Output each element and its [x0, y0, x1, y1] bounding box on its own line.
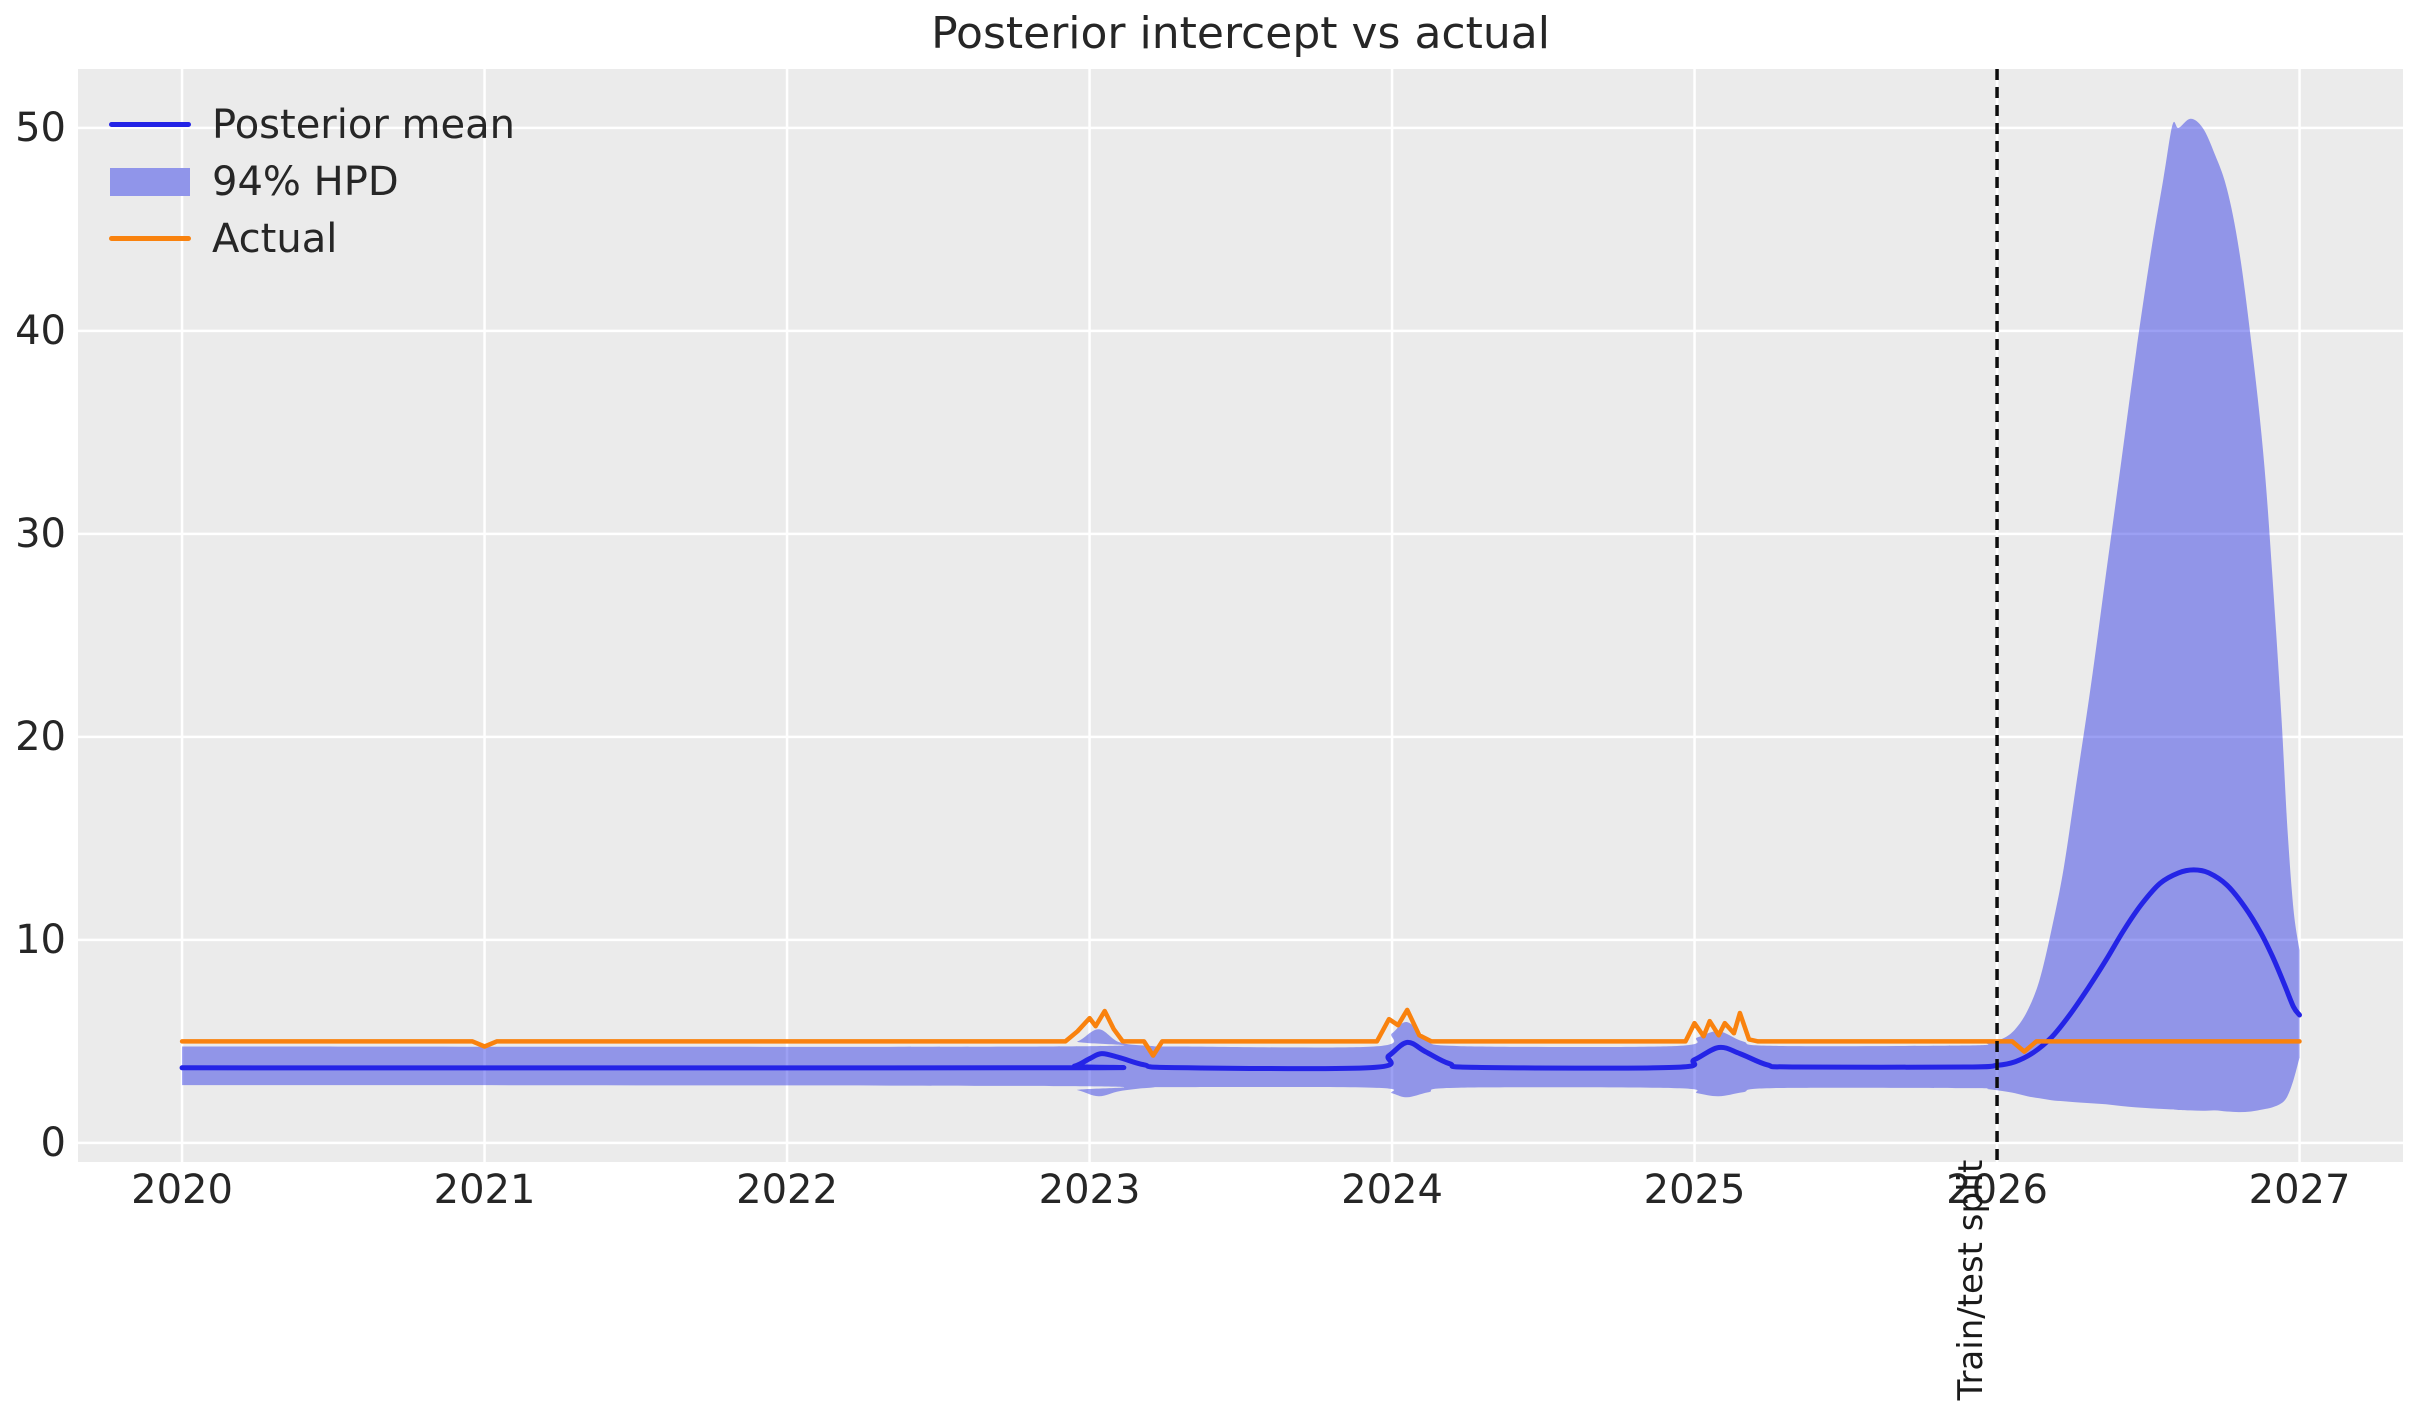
- x-tick-label: 2027: [2248, 1167, 2351, 1213]
- hpd-band-patch-swatch: [110, 167, 190, 196]
- legend-swatch-box: [108, 236, 192, 241]
- posterior-mean-line-swatch: [109, 122, 191, 127]
- legend-swatch-box: [108, 167, 192, 196]
- train-test-split-label: Train/test split: [1951, 1159, 1992, 1401]
- x-tick-label: 2026: [1946, 1167, 2048, 1213]
- plot-area: [78, 69, 2403, 1162]
- legend-label-actual: Actual: [212, 215, 338, 262]
- legend-label-posterior-mean: Posterior mean: [212, 101, 515, 148]
- chart-title: Posterior intercept vs actual: [931, 8, 1550, 59]
- chart-canvas: [78, 69, 2403, 1162]
- y-tick-label: 30: [15, 510, 66, 557]
- x-tick-label: 2025: [1643, 1167, 1746, 1213]
- x-tick-label: 2021: [433, 1167, 536, 1213]
- x-tick-label: 2024: [1341, 1167, 1443, 1213]
- x-tick-label: 2023: [1038, 1167, 1141, 1213]
- y-tick-label: 20: [15, 713, 66, 760]
- legend-label-hpd: 94% HPD: [212, 158, 399, 205]
- y-tick-label: 10: [15, 916, 66, 963]
- legend-item-posterior-mean: Posterior mean: [108, 96, 515, 153]
- x-tick-label: 2022: [736, 1167, 838, 1213]
- legend: Posterior mean 94% HPD Actual: [108, 96, 515, 267]
- legend-item-actual: Actual: [108, 210, 515, 267]
- x-tick-label: 2020: [131, 1167, 233, 1213]
- actual-line-swatch: [109, 236, 191, 241]
- y-tick-label: 50: [15, 104, 66, 151]
- legend-item-hpd: 94% HPD: [108, 153, 515, 210]
- y-tick-label: 40: [15, 307, 66, 354]
- y-tick-label: 0: [40, 1119, 66, 1166]
- legend-swatch-box: [108, 122, 192, 127]
